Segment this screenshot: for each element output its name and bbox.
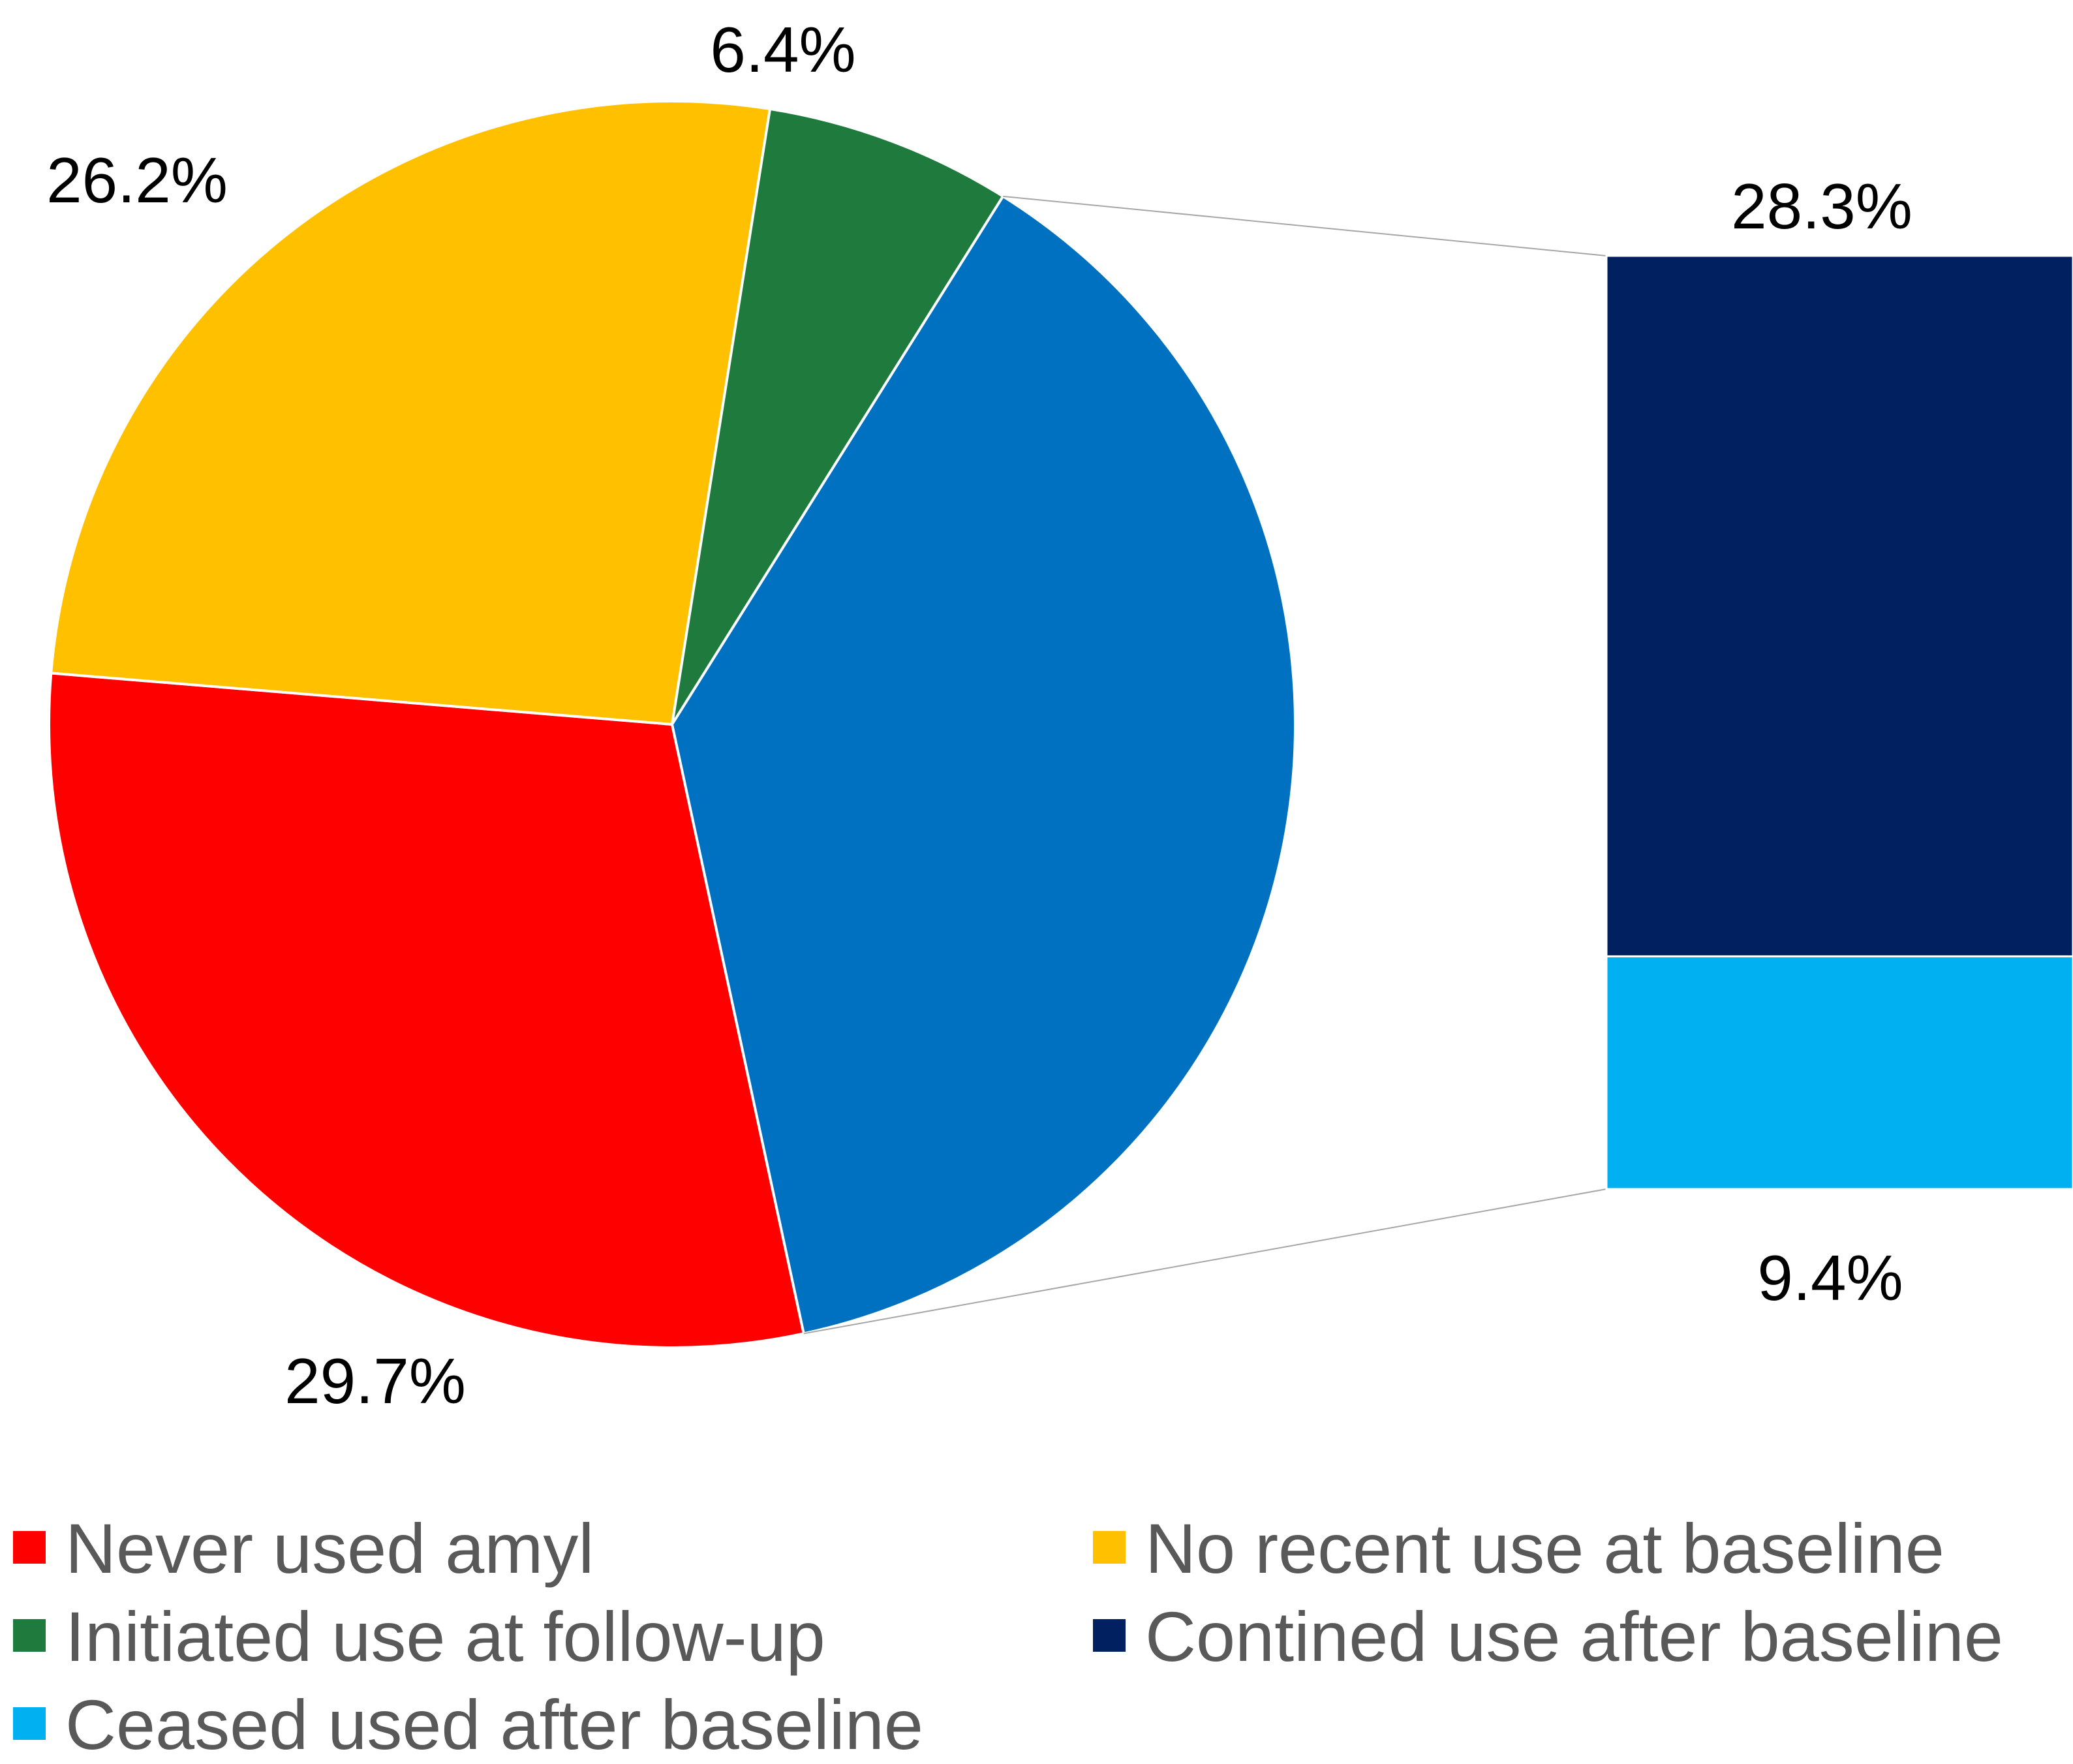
legend-label: Ceased used after baseline	[65, 1685, 923, 1764]
legend-swatch	[13, 1531, 46, 1564]
legend-label: Never used amyl	[65, 1509, 594, 1588]
bar-segment-contined-use-after-baseline	[1605, 255, 2073, 957]
pie-slice-label: 26.2%	[46, 144, 228, 216]
bar-segment-label: 9.4%	[1757, 1242, 1903, 1314]
legend-swatch	[1093, 1619, 1126, 1652]
connector-line-bottom	[803, 1188, 1607, 1335]
connector-lines	[803, 195, 1607, 1335]
pie-slice-initiated-use-at-follow-up	[671, 107, 1005, 726]
data-labels: 29.7% 26.2% 6.4% 28.3% 9.4%	[46, 14, 1912, 1417]
legend-swatch	[13, 1707, 46, 1740]
connector-line-top	[1003, 195, 1607, 256]
legend-label: Contined use after baseline	[1145, 1597, 2003, 1676]
stacked-bar	[1605, 255, 2073, 1190]
bar-segment-label: 28.3%	[1731, 170, 1912, 242]
legend-label: Initiated use at follow-up	[65, 1597, 825, 1676]
pie-slice-label: 6.4%	[710, 14, 855, 85]
bar-segment-ceased-used-after-baseline	[1605, 955, 2073, 1190]
pie-slice-label: 29.7%	[284, 1345, 466, 1417]
pie-slice-other-split-	[670, 194, 1297, 1335]
legend-swatch	[1093, 1531, 1126, 1564]
legend: Never used amyl No recent use at baseline…	[13, 1509, 2003, 1764]
pie-slice-never-used-amyl	[48, 672, 806, 1349]
pie	[48, 100, 1297, 1349]
legend-swatch	[13, 1619, 46, 1652]
legend-label: No recent use at baseline	[1145, 1509, 1944, 1588]
pie-slice-no-recent-use-at-baseline	[50, 100, 772, 726]
